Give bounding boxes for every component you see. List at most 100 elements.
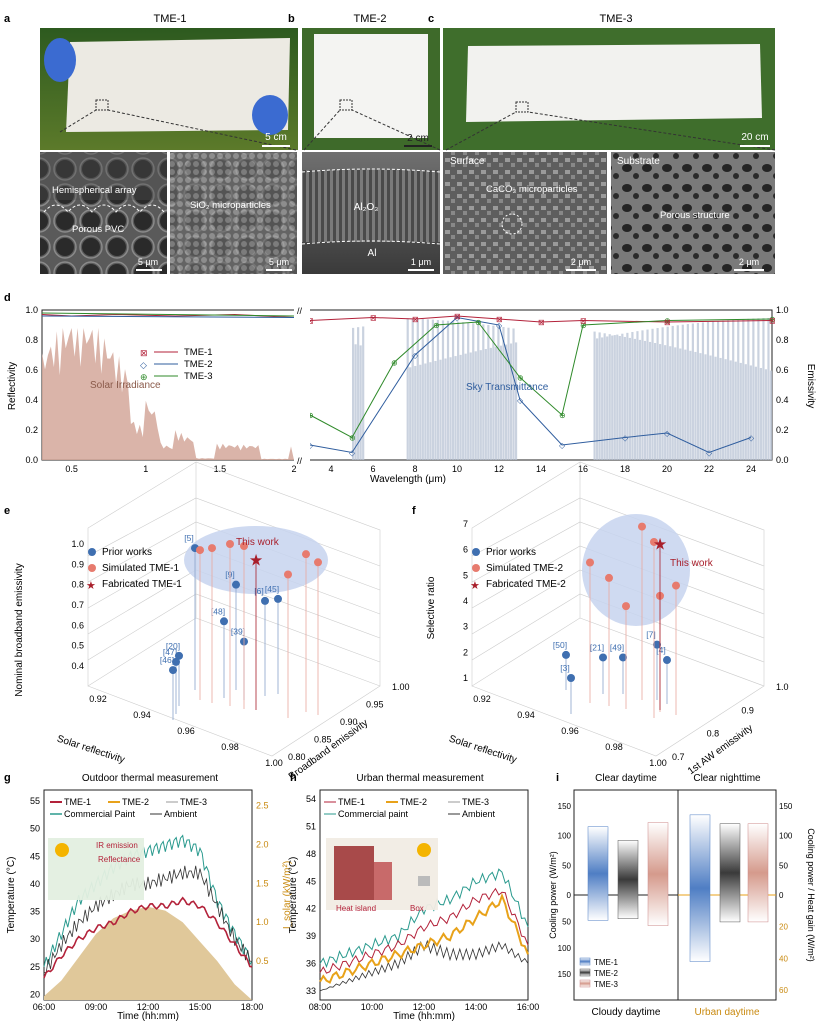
prior-point [663,656,671,665]
3d-axes-frame [87,461,381,757]
x-tick: 1.5 [214,464,227,474]
glove-icon [44,38,76,82]
panel-b: b TME-2 2 cm Al₂O₃ Al 1 μm [288,13,441,274]
legend-marker: ◇ [140,360,147,370]
scale-label: 1 μm [411,257,431,267]
legend-entry: TME-1 [64,797,91,807]
y-tick: 35 [30,907,40,917]
x-tick: 12:00 [413,1002,436,1012]
y-tick: 0.7 [672,752,685,762]
panel-a: a TME-1 5 cm Hemispherical array Porous … [4,13,298,274]
simulated-point [226,540,234,548]
prior-point [232,580,240,589]
panel-letter: c [428,13,434,25]
simulated-point [650,537,658,546]
panel-title: TME-1 [154,13,187,25]
series-tme1 [43,896,253,979]
y-tick: 20 [779,923,788,932]
legend-entry: TME-1 [184,347,213,358]
z-tick: 0.8 [71,580,84,590]
y-tick: 42 [306,904,316,914]
legend-entry: Prior works [102,547,152,558]
panel-d: d ◇◇◇◇◇◇◇◇ ◇◇◇⊕⊕⊕⊕ ⊕⊕⊕⊕ ⊕ ⊕⊠ ⊠ ⊠ ⊠ ⊠ ⊠ ⊠ ⊠ ⊠ // // 0… [4,292,816,485]
marker: ◇ [454,314,461,323]
x-tick: 12 [494,464,504,474]
sem-image [40,152,167,274]
legend-entry: Commercial Paint [64,809,136,819]
marker: ⊠ [580,317,587,326]
y-tick: 2.0 [256,839,269,849]
legend: ⊠ TME-1 ◇ TME-2 ⊕ TME-3 [140,347,213,382]
z-tick: 0.9 [71,559,84,569]
point-label: [20] [166,641,180,651]
x-axis-label: Time (hh:mm) [117,1011,179,1022]
y-axis-label: Reflectivity [7,362,18,410]
legend-entry: TME-1 [338,797,365,807]
y-tick: 45 [306,876,316,886]
simulated-point [605,573,613,582]
panel-g: g Outdoor thermal measurement IR emissio… [4,772,293,1022]
point-label: [3] [560,663,569,673]
x-tick: 0.94 [133,710,151,720]
panel-letter: i [556,772,559,784]
marker: ◇ [706,449,713,458]
y-tick: 50 [779,861,788,870]
x-tick: 0.96 [177,726,195,736]
zoom-box [95,99,109,111]
y-tick: 0.8 [776,335,789,345]
marker: ◇ [412,351,419,360]
sem-label: Surface [450,156,485,167]
sem-label: Al [368,248,377,259]
series-commercial [319,868,529,969]
legend-entry: Fabricated TME-1 [102,579,182,590]
legend-entry: TME-1 [594,958,619,967]
x-tick: 0.94 [517,710,535,720]
star-icon: ★ [86,580,96,592]
marker: ◇ [748,434,755,443]
this-work-region [184,526,328,594]
x-tick: 15:00 [189,1002,212,1012]
marker: ⊠ [769,317,776,326]
marker: ⊕ [391,359,398,368]
legend: Prior works Simulated TME-2 ★ Fabricated … [470,547,566,592]
cooling-bar [689,814,711,962]
point-label: [46] [160,655,174,665]
x-tick: 14 [536,464,546,474]
x-tick: 08:00 [309,1002,332,1012]
inset-label: Reflectance [98,855,141,864]
cooling-bar [617,840,639,919]
scale-label: 5 μm [138,257,158,267]
legend-entry: TME-3 [594,980,619,989]
legend-entry: TME-3 [462,797,489,807]
legend-entry: TME-2 [400,797,427,807]
panel-e: e [5][9][6] [45][48][39][20][47][46]★ Thi… [4,461,410,782]
z-axis-label: Selective ratio [426,576,437,639]
panel-letter: d [4,292,11,304]
y-axis-label: Temperature (°C) [288,857,299,934]
z-tick: 2 [463,647,468,657]
marker: ⊠ [664,318,671,327]
simulated-point [638,522,646,531]
marker: ⊠ [454,312,461,321]
point-label: [45] [265,584,279,594]
z-tick: 0.4 [71,661,84,671]
x-tick: 0.96 [561,726,579,736]
panel-letter: h [290,772,297,784]
scale-label: 2 μm [571,257,591,267]
y-tick: 1.0 [256,917,269,927]
prior-point [175,651,183,660]
panel-letter: e [4,505,10,517]
marker: ⊠ [370,314,377,323]
chart-title: Urban thermal measurement [356,773,483,784]
y-tick: 1.0 [25,305,38,315]
marker: ⊠ [496,315,503,324]
series-ambient [43,865,253,974]
legend-entry: Ambient [164,809,198,819]
point-label: [21] [590,642,604,652]
annotation-this-work: This work [670,558,714,569]
x-tick: 6 [370,464,375,474]
building-icon [334,846,374,900]
x-tick: 8 [412,464,417,474]
legend-entry: Ambient [462,809,496,819]
z-tick: 0.6 [71,620,84,630]
